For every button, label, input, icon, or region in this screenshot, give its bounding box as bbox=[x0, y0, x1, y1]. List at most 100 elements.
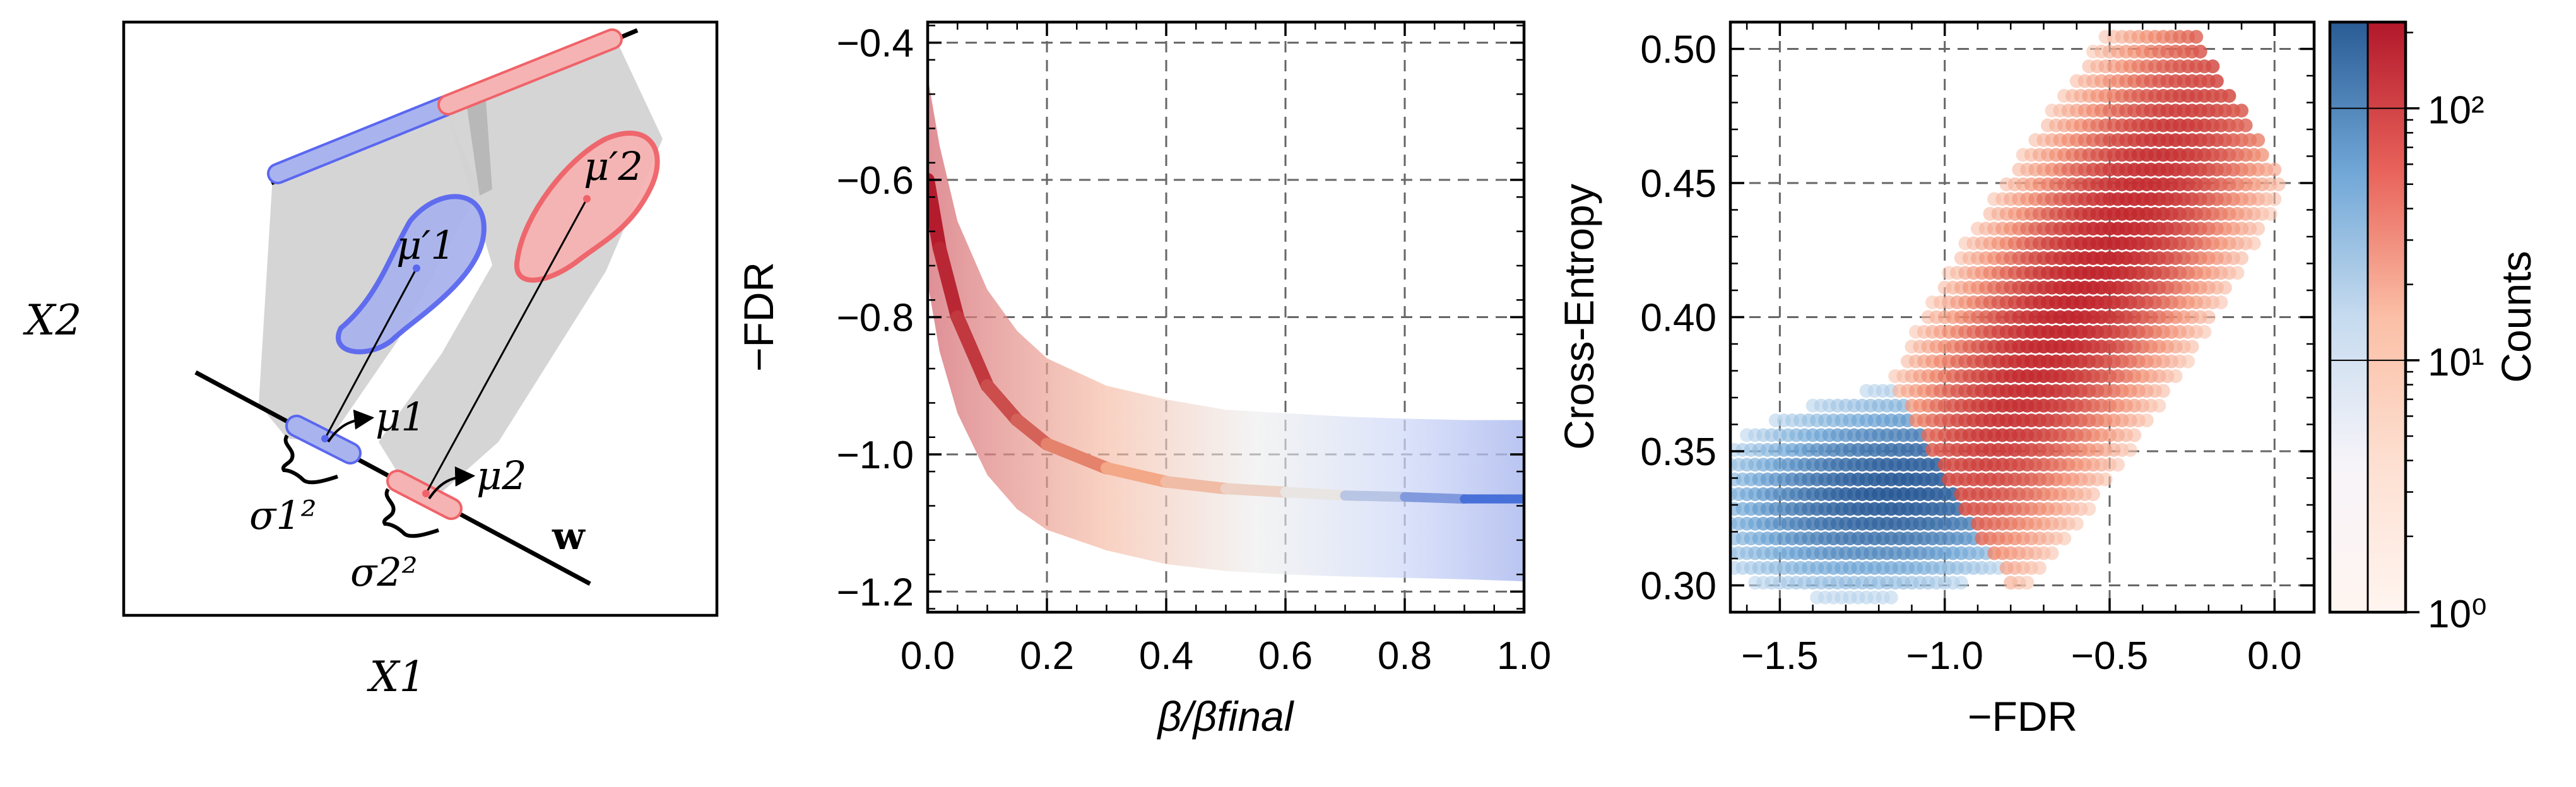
colorbar-label: Counts bbox=[2493, 251, 2539, 382]
x-tick-label: 0.0 bbox=[901, 634, 955, 678]
line-chart-y-tick-labels: −1.2 −1.0 −0.8 −0.6 −0.4 bbox=[837, 22, 914, 615]
hexbin-cell bbox=[2032, 560, 2047, 575]
y-tick-label: −1.2 bbox=[837, 571, 914, 614]
label-mu1: μ1 bbox=[375, 394, 426, 440]
mean-line-segment bbox=[1100, 462, 1173, 488]
projection-band-blue bbox=[259, 106, 480, 442]
mean-point-1 bbox=[321, 435, 329, 442]
colorbar-tick-labels: 10⁰ 10¹ 10² bbox=[2428, 89, 2487, 636]
hexbin-cell bbox=[2127, 428, 2142, 442]
hexbin-cell bbox=[2206, 59, 2220, 74]
hexbin-cell bbox=[2230, 266, 2245, 280]
mean-line-segment bbox=[950, 310, 995, 393]
mean-line bbox=[928, 173, 1524, 504]
hexbin-cell bbox=[2193, 44, 2207, 59]
cluster-1-blob bbox=[336, 194, 487, 355]
hexbin-cell bbox=[2045, 546, 2059, 560]
hexbin-cell bbox=[2238, 118, 2253, 133]
colorbar-blue bbox=[2330, 22, 2368, 612]
fdr-vs-beta-chart: 0.0 0.2 0.4 0.6 0.8 1.0 −1.2−1.0−0.8−0.6−0.4 … bbox=[735, 20, 1551, 740]
mean-line-segment bbox=[1041, 437, 1113, 475]
y-tick-label: 0.50 bbox=[1640, 28, 1716, 72]
diagram-x-label: X1 bbox=[367, 653, 426, 701]
mean-line-segment bbox=[981, 379, 1024, 427]
hexbin-cell bbox=[2139, 413, 2154, 428]
x-tick-label: 0.6 bbox=[1258, 634, 1313, 678]
hexbin-cell bbox=[2020, 576, 2035, 590]
top-bar-red-fill bbox=[440, 31, 620, 113]
hexbin-cell bbox=[2267, 192, 2282, 206]
top-bar-blue-fill bbox=[269, 98, 453, 182]
hexbin-cell bbox=[2111, 458, 2125, 472]
hexbin-cell bbox=[2255, 148, 2269, 162]
label-mu2: μ2 bbox=[476, 453, 527, 499]
line-chart-y-label: −FDR bbox=[735, 262, 782, 372]
hexbin-cell bbox=[2263, 206, 2278, 221]
hexbin-cell bbox=[2218, 280, 2232, 295]
mean-line-segment bbox=[1400, 492, 1470, 504]
hexbin-cell bbox=[2069, 516, 2084, 531]
mean-line-segment bbox=[1010, 413, 1054, 451]
y-tick-label: −0.8 bbox=[837, 297, 914, 340]
line-chart-ticks bbox=[926, 22, 1525, 612]
colorbar-red bbox=[2368, 22, 2406, 612]
hexbin-x-tick-labels: −1.5 −1.0 −0.5 0.0 bbox=[1741, 634, 2301, 678]
hexbin-cell bbox=[2152, 398, 2166, 413]
y-tick-label: 0.30 bbox=[1640, 565, 1716, 608]
hexbin-cell bbox=[2235, 251, 2249, 265]
mean-point-2-prime bbox=[583, 195, 591, 203]
hexbin-cells bbox=[1730, 30, 2286, 605]
x-tick-label: 0.2 bbox=[1020, 634, 1074, 678]
colorbar: 10⁰ 10¹ 10² Counts bbox=[2328, 20, 2539, 636]
hexbin-cell bbox=[2156, 384, 2170, 398]
confidence-band bbox=[928, 76, 1524, 582]
hexbin-cell bbox=[2271, 177, 2286, 192]
hexbin-chart: −1.5 −1.0 −0.5 0.0 0.30 0.35 0.40 0.45 0.50 −FD… bbox=[1556, 20, 2539, 740]
x-tick-label: −1.0 bbox=[1906, 634, 1983, 678]
label-mu1-prime: μ′1 bbox=[396, 222, 456, 268]
y-tick-label: −1.0 bbox=[837, 434, 914, 477]
projection-line-2 bbox=[425, 198, 588, 494]
mean-line-segment bbox=[1220, 483, 1291, 498]
label-sigma2: σ2² bbox=[350, 549, 418, 595]
hexbin-cell bbox=[2168, 369, 2183, 383]
colorbar-tick-label: 10¹ bbox=[2428, 341, 2484, 384]
arrow-mu1 bbox=[327, 409, 375, 443]
y-tick-label: −0.4 bbox=[837, 22, 914, 66]
label-w: w bbox=[552, 514, 586, 559]
colorbar-ticks bbox=[2330, 32, 2419, 613]
mean-line-segment bbox=[928, 173, 947, 256]
hexbin-cell bbox=[2222, 88, 2236, 103]
brace-sigma2 bbox=[382, 488, 439, 538]
mean-line-segment bbox=[1340, 490, 1410, 502]
colorbar-tick-label: 10² bbox=[2428, 89, 2484, 133]
y-tick-label: −0.6 bbox=[837, 159, 914, 203]
brace-sigma1 bbox=[281, 434, 338, 485]
arrow-mu2 bbox=[428, 466, 476, 500]
colorbar-tick-label: 10⁰ bbox=[2428, 593, 2487, 636]
hexbin-cell bbox=[2185, 340, 2199, 354]
diagram-y-label: X2 bbox=[23, 296, 82, 345]
hexbin-x-label: −FDR bbox=[1968, 693, 2077, 740]
hexbin-cell bbox=[2098, 472, 2113, 487]
hexbin-cell bbox=[2214, 295, 2228, 310]
hexbin-cell bbox=[1954, 576, 1968, 590]
diagram-frame bbox=[122, 20, 719, 617]
label-sigma1: σ1² bbox=[249, 492, 317, 538]
hexbin-cell bbox=[2267, 162, 2282, 177]
mean-line-segment bbox=[1280, 487, 1350, 501]
x-tick-label: −1.5 bbox=[1741, 634, 1818, 678]
line-chart-x-label: β/βfinal bbox=[1157, 693, 1295, 740]
hexbin-y-label: Cross-Entropy bbox=[1556, 184, 1602, 450]
hexbin-ticks bbox=[1730, 22, 2314, 613]
hexbin-cell bbox=[2235, 104, 2249, 118]
x-tick-label: 1.0 bbox=[1497, 634, 1551, 678]
y-tick-label: 0.35 bbox=[1640, 430, 1716, 474]
label-mu2-prime: μ′2 bbox=[584, 143, 643, 189]
hexbin-cell bbox=[2209, 74, 2224, 88]
y-tick-label: 0.40 bbox=[1640, 297, 1716, 340]
hexbin-cell bbox=[2197, 324, 2212, 339]
hexbin-cell bbox=[2181, 354, 2195, 369]
cluster-2-blob bbox=[514, 131, 660, 283]
